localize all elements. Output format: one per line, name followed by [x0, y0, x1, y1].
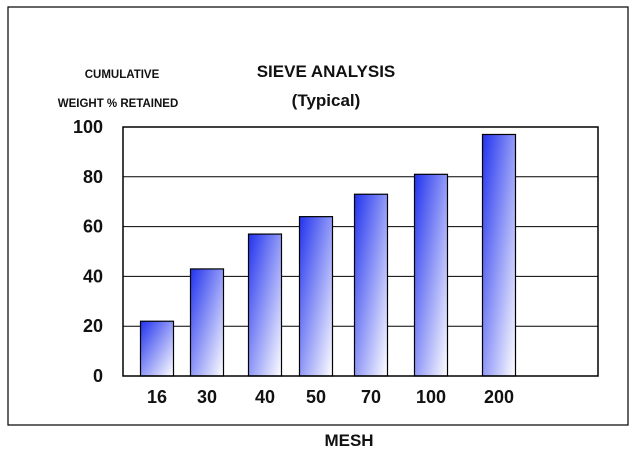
y-tick-labels: 0 20 40 60 80 100	[73, 117, 103, 386]
y-tick-label: 40	[83, 266, 103, 286]
y-axis-label-line1: CUMULATIVE	[85, 69, 160, 81]
x-axis-label: MESH	[324, 431, 373, 450]
bar-mesh-100	[413, 173, 449, 377]
bar-mesh-30	[189, 268, 225, 377]
y-tick-label: 60	[83, 217, 103, 237]
y-axis-label-line2: WEIGHT % RETAINED	[58, 98, 179, 110]
x-tick-label: 30	[197, 387, 217, 407]
bar-mesh-50	[298, 216, 334, 377]
y-tick-label: 100	[73, 117, 103, 137]
chart-border	[7, 6, 629, 426]
x-tick-label: 100	[416, 387, 446, 407]
bar-mesh-16	[139, 320, 175, 377]
x-tick-label: 70	[361, 387, 381, 407]
x-tick-labels: 16 30 40 50 70 100 200	[147, 387, 514, 407]
x-tick-label: 50	[306, 387, 326, 407]
y-tick-label: 0	[93, 366, 103, 386]
chart-subtitle: (Typical)	[292, 91, 361, 110]
x-tick-label: 40	[255, 387, 275, 407]
y-tick-label: 80	[83, 167, 103, 187]
bar-mesh-200	[481, 133, 517, 377]
chart-title: SIEVE ANALYSIS	[257, 62, 396, 81]
x-tick-label: 16	[147, 387, 167, 407]
plot-area	[122, 126, 599, 377]
bar-mesh-70	[353, 193, 389, 377]
bar-mesh-40	[247, 233, 283, 377]
y-tick-label: 20	[83, 316, 103, 336]
bars-group	[139, 133, 517, 377]
x-tick-label: 200	[484, 387, 514, 407]
